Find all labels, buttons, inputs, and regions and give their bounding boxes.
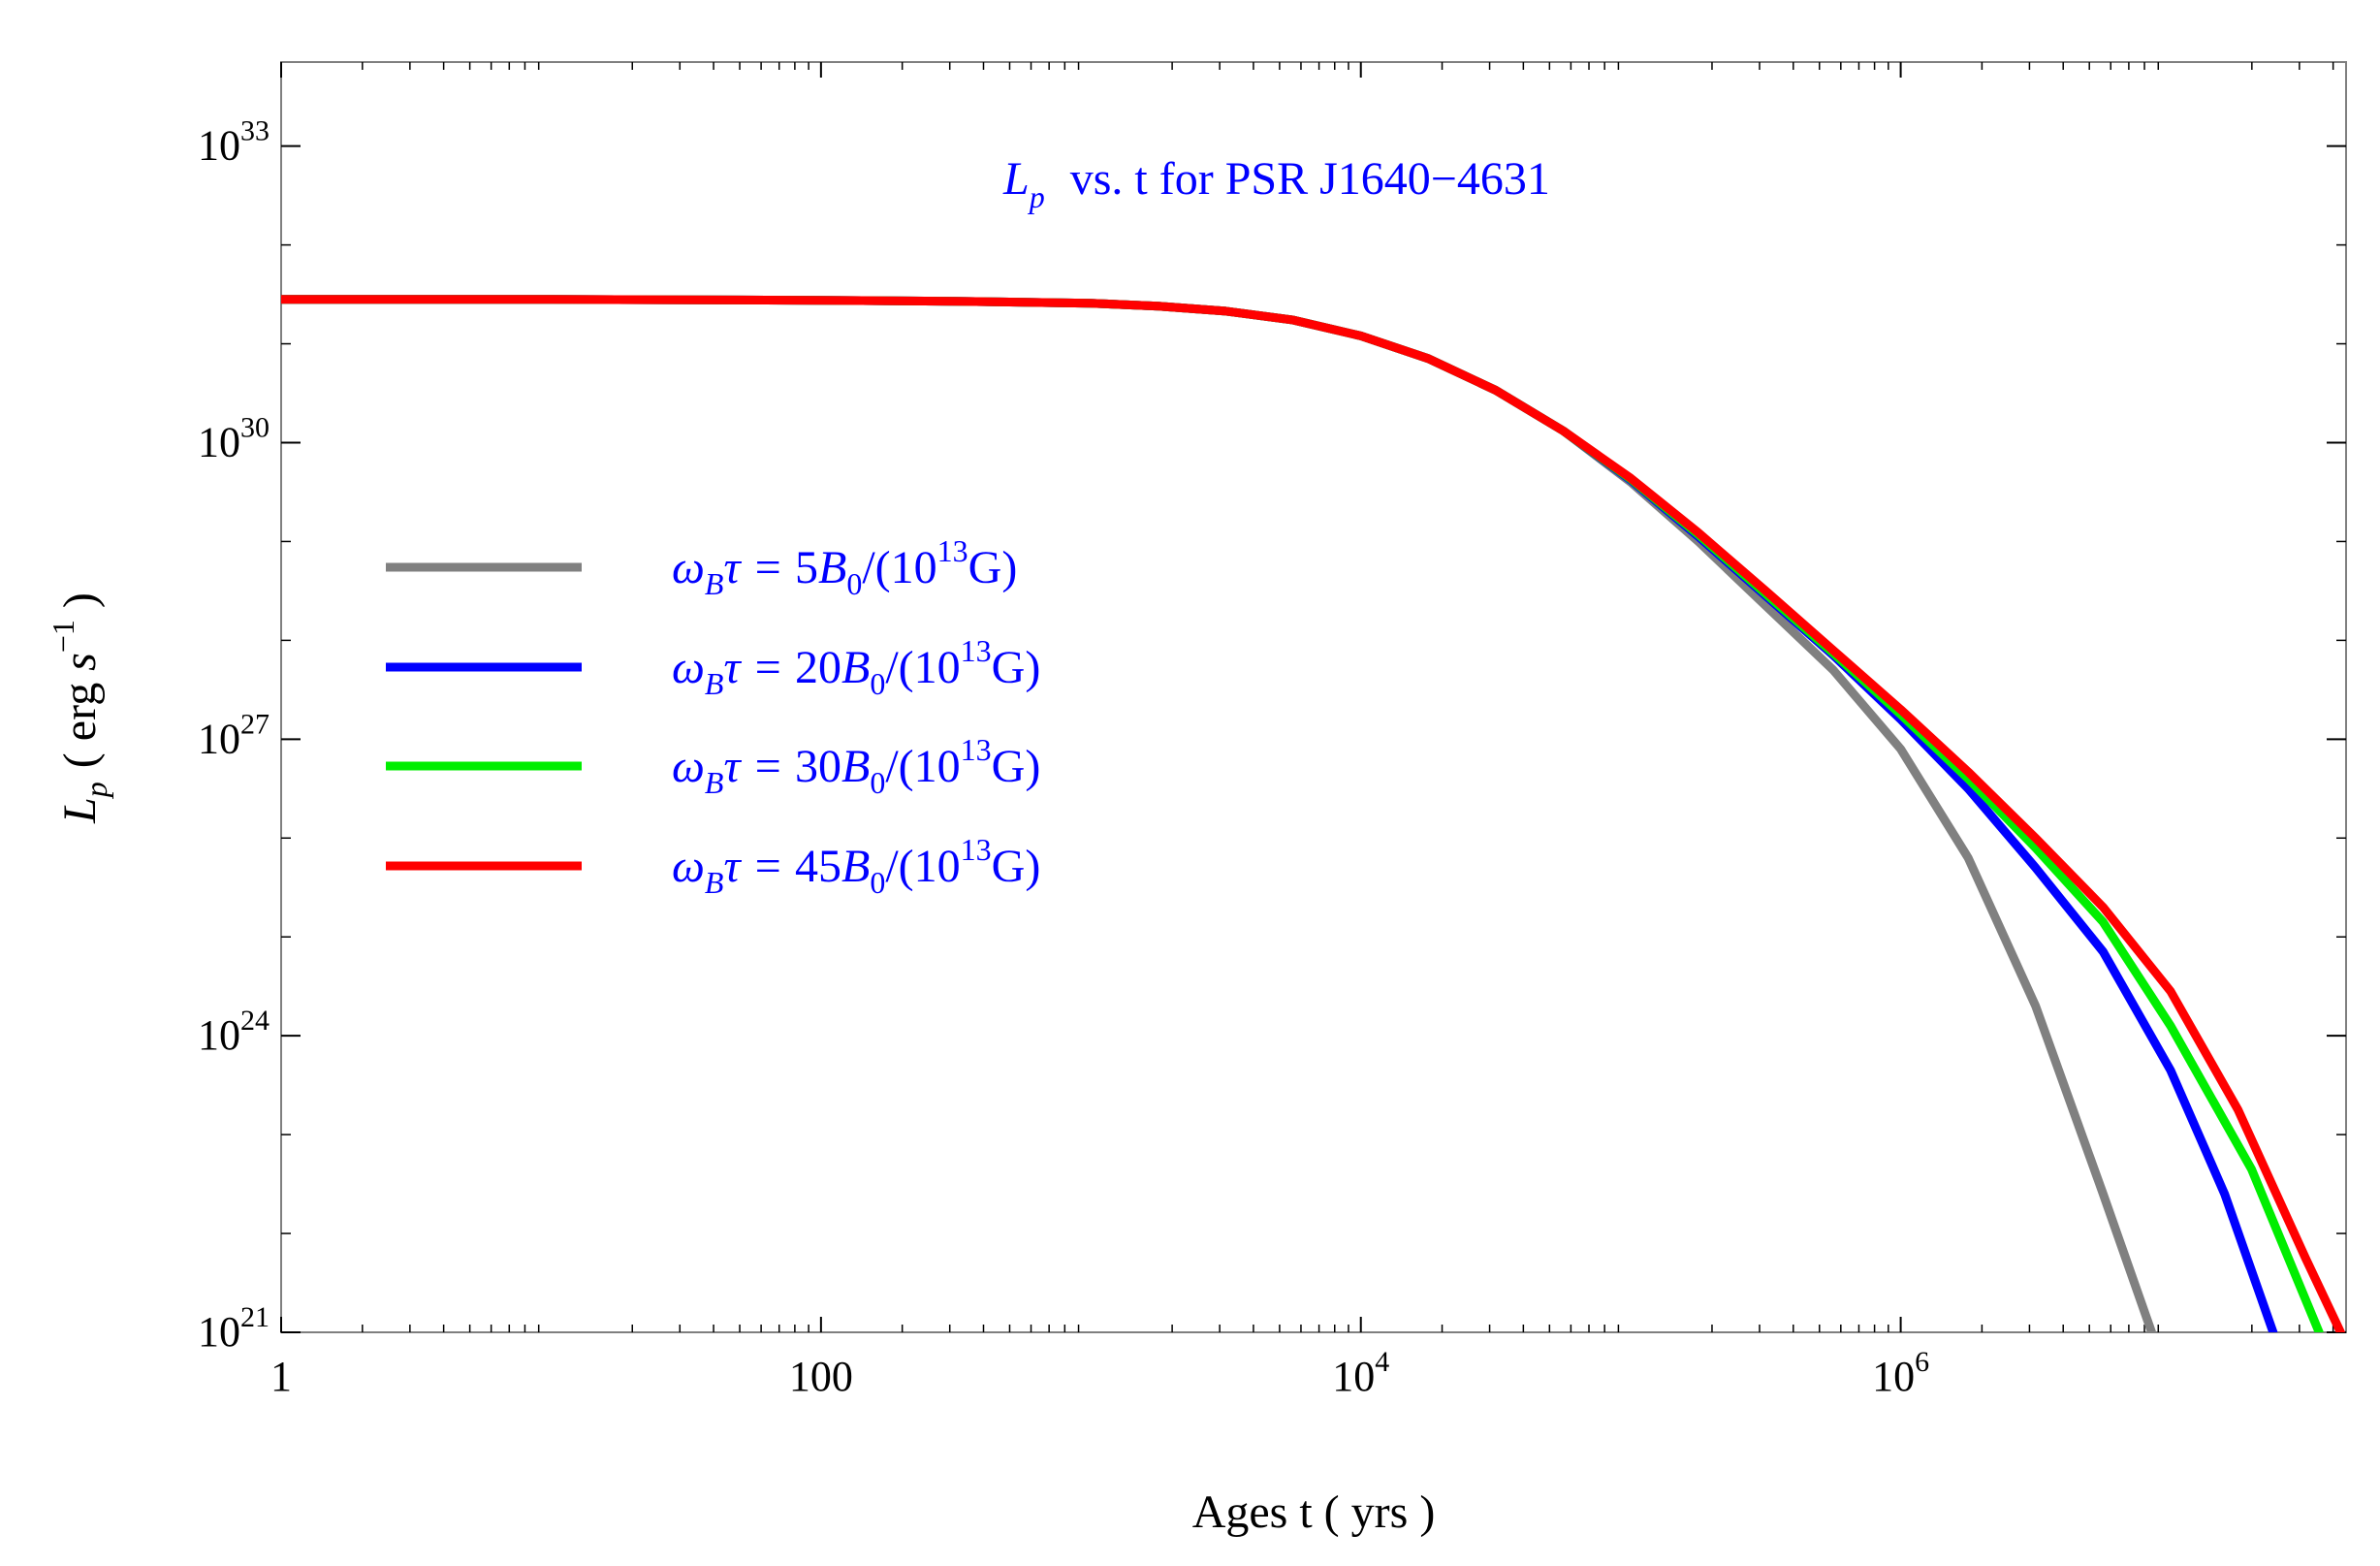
y-tick-label: 1021 (198, 1301, 270, 1356)
plot-frame (280, 61, 2347, 1333)
y-tick-label: 1033 (198, 115, 270, 170)
x-tick-label: 106 (1872, 1346, 1929, 1400)
series-line-4 (281, 295, 2345, 1332)
legend-label-3: ωBτ = 30B0/(1013G) (672, 732, 1040, 800)
x-axis-title: Ages t ( yrs ) (1192, 1486, 1436, 1538)
series-layer (281, 295, 2345, 1332)
x-tick-label: 1 (270, 1353, 292, 1400)
y-tick-label: 1030 (198, 411, 270, 465)
y-tick-labels: 1021 1024 1027 1030 1033 (198, 115, 270, 1356)
x-tick-label: 100 (789, 1353, 853, 1400)
legend-label-4: ωBτ = 45B0/(1013G) (672, 832, 1040, 900)
x-tick-label: 104 (1332, 1346, 1389, 1400)
y-tick-label: 1027 (198, 708, 270, 762)
y-tick-label: 1024 (198, 1005, 270, 1059)
x-tick-labels: 1 100 104 106 (270, 1346, 1929, 1400)
legend-label-2: ωBτ = 20B0/(1013G) (672, 633, 1040, 701)
chart-title: Lp vs. t for PSR J1640−4631 (1002, 153, 1550, 214)
y-axis-title: Lp( erg s−1 ) (46, 592, 113, 824)
legend-label-1: ωBτ = 5B0/(1013G) (672, 533, 1017, 601)
minor-ticks (281, 62, 2346, 1332)
legend: ωBτ = 5B0/(1013G) ωBτ = 20B0/(1013G) ωBτ =… (386, 533, 1040, 900)
